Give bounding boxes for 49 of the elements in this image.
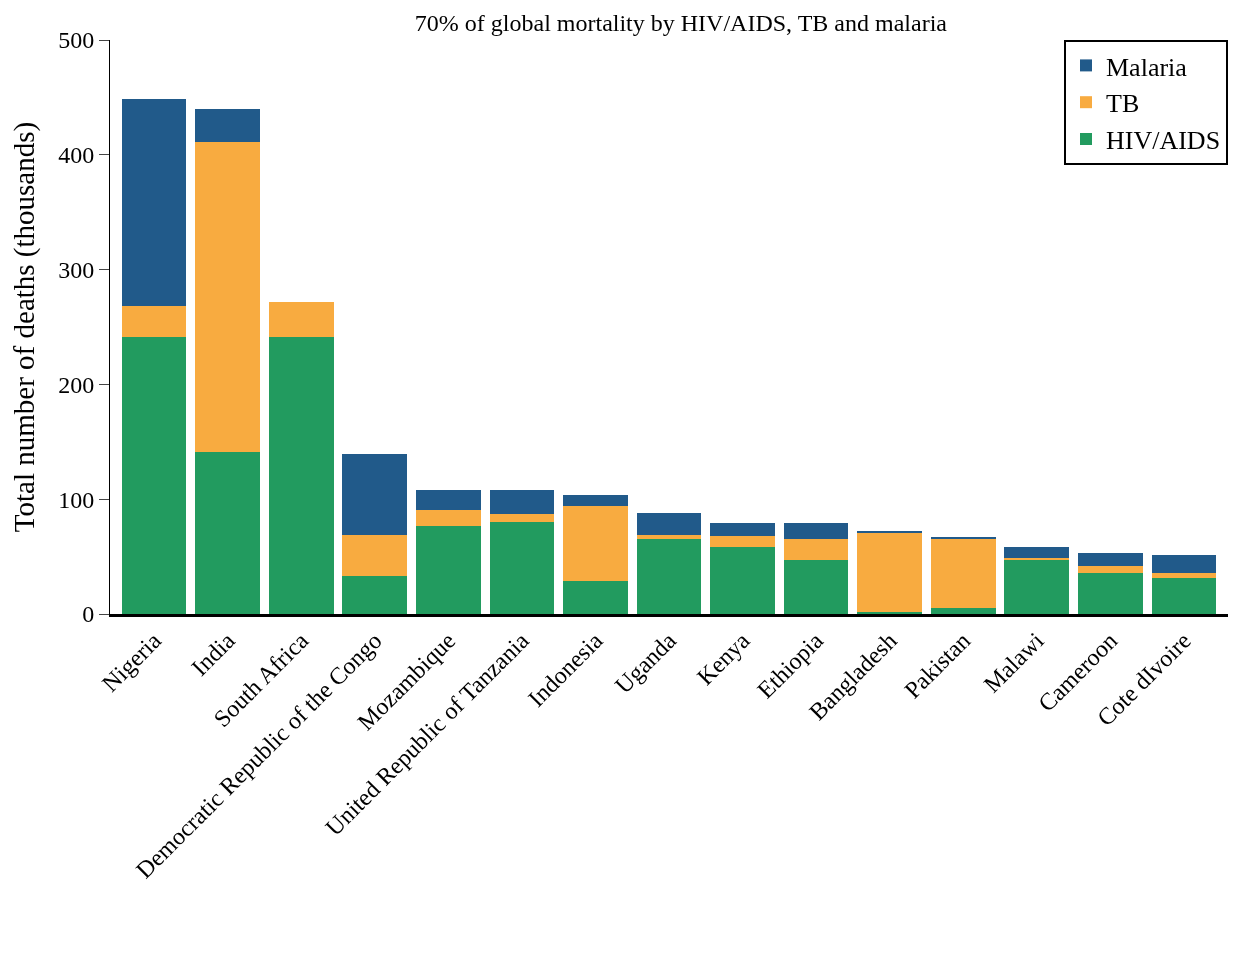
bar — [489, 522, 555, 614]
bar — [415, 525, 481, 614]
bar — [636, 539, 702, 614]
bar — [121, 98, 187, 307]
bar — [1151, 555, 1217, 573]
legend-label: HIV/AIDS — [1106, 126, 1221, 156]
bar — [1077, 565, 1143, 573]
bar — [121, 306, 187, 338]
bar — [563, 494, 628, 507]
bar — [930, 608, 996, 614]
y-axis-title: Total number of deaths (thousands) — [7, 121, 41, 533]
y-tick-label: 200 — [58, 371, 95, 398]
bar — [1077, 572, 1143, 614]
y-tick-label: 0 — [82, 601, 95, 628]
bar — [268, 337, 334, 614]
bar — [415, 509, 481, 526]
y-tick-label: 400 — [58, 142, 95, 169]
bar — [857, 532, 923, 612]
chart-title: 70% of global mortality by HIV/AIDS, TB and malaria — [414, 10, 948, 37]
bar — [930, 538, 996, 609]
y-tick-label: 500 — [58, 27, 95, 54]
bar — [1151, 578, 1217, 614]
bar — [563, 580, 628, 614]
bar — [783, 539, 849, 561]
bar — [563, 506, 628, 581]
bar — [489, 490, 555, 515]
legend-label: Malaria — [1106, 52, 1188, 82]
bar — [195, 452, 261, 614]
bar — [783, 523, 849, 540]
bar — [710, 547, 775, 614]
bar — [1004, 547, 1070, 558]
bar — [710, 523, 775, 536]
bar — [710, 535, 775, 548]
y-tick-label: 100 — [58, 486, 95, 513]
bar — [636, 512, 702, 535]
bar — [415, 490, 481, 510]
bar — [489, 514, 555, 523]
bar — [121, 337, 187, 614]
legend-label: TB — [1106, 89, 1140, 119]
bar — [342, 534, 408, 577]
bar — [342, 454, 408, 535]
y-tick-label: 300 — [58, 257, 95, 283]
bar — [783, 560, 849, 614]
bar — [268, 301, 334, 338]
bar — [1077, 553, 1143, 566]
bar — [1004, 560, 1070, 614]
bar — [195, 142, 261, 453]
bar — [195, 108, 261, 143]
bar — [342, 576, 408, 614]
